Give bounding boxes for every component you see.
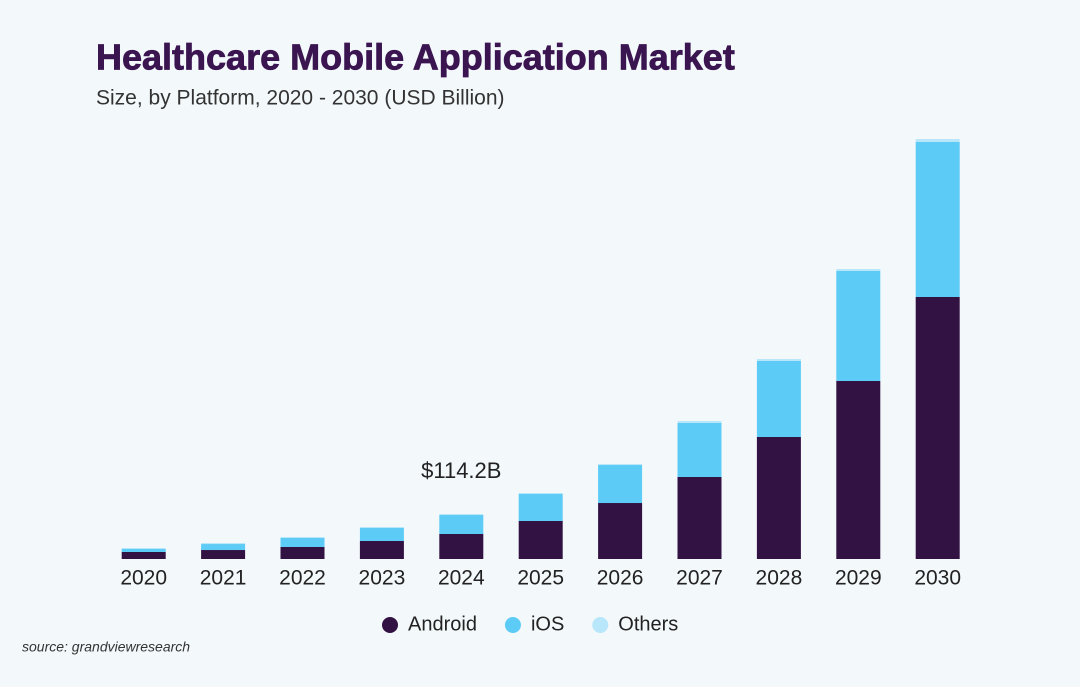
chart-title: Healthcare Mobile Application Market xyxy=(96,37,735,78)
bar-segment xyxy=(915,139,960,142)
bar-segment xyxy=(359,527,404,529)
bar-segment xyxy=(598,503,643,559)
bar-segment xyxy=(518,493,563,494)
bar-segment xyxy=(121,549,166,552)
bar-segment xyxy=(359,528,404,542)
bar-segment xyxy=(836,269,881,272)
chart-subtitle: Size, by Platform, 2020 - 2030 (USD Bill… xyxy=(96,87,505,110)
bar-segment xyxy=(677,422,722,477)
legend-label: iOS xyxy=(531,613,564,635)
legend-swatch xyxy=(592,617,609,633)
bar-segment xyxy=(280,536,325,538)
x-tick-label: 2026 xyxy=(597,567,644,590)
bar-segment xyxy=(121,551,166,559)
legend-label: Android xyxy=(408,613,477,635)
x-tick-label: 2024 xyxy=(438,567,485,590)
bar-segment xyxy=(915,296,960,559)
bar-segment xyxy=(201,550,246,559)
bar-segment xyxy=(359,541,404,559)
bar-segment xyxy=(439,534,484,559)
bar-segment xyxy=(439,514,484,516)
bar-segment xyxy=(121,548,166,549)
bar-segment xyxy=(598,465,643,504)
bar-segment xyxy=(756,361,801,437)
x-tick-label: 2022 xyxy=(279,567,326,590)
bar-segment xyxy=(677,420,722,423)
legend-label: Others xyxy=(618,613,678,635)
x-tick-label: 2021 xyxy=(200,567,247,590)
bar-segment xyxy=(201,544,246,551)
bar-segment xyxy=(836,381,881,559)
bar-segment xyxy=(280,546,325,559)
x-tick-label: 2020 xyxy=(120,567,167,590)
bar-segment xyxy=(280,537,325,547)
bar-segment xyxy=(439,515,484,534)
x-tick-label: 2028 xyxy=(756,567,803,590)
legend-swatch xyxy=(504,617,521,633)
annotation: $114.2B xyxy=(421,458,501,483)
bar-segment xyxy=(598,464,643,466)
bar-segment xyxy=(756,359,801,362)
source-note: source: grandviewresearch xyxy=(22,639,190,655)
x-tick-label: 2023 xyxy=(359,567,406,590)
x-tick-label: 2029 xyxy=(835,567,882,590)
x-tick-label: 2027 xyxy=(676,567,723,590)
bar-segment xyxy=(836,271,881,382)
legend-swatch xyxy=(382,617,398,633)
x-tick-label: 2030 xyxy=(914,567,961,590)
bar-segment xyxy=(518,521,563,559)
bar-segment xyxy=(915,141,960,297)
x-tick-label: 2025 xyxy=(517,567,564,590)
bar-segment xyxy=(756,436,801,559)
bar-segment xyxy=(201,543,246,545)
bar-segment xyxy=(677,476,722,559)
bar-segment xyxy=(518,494,563,522)
